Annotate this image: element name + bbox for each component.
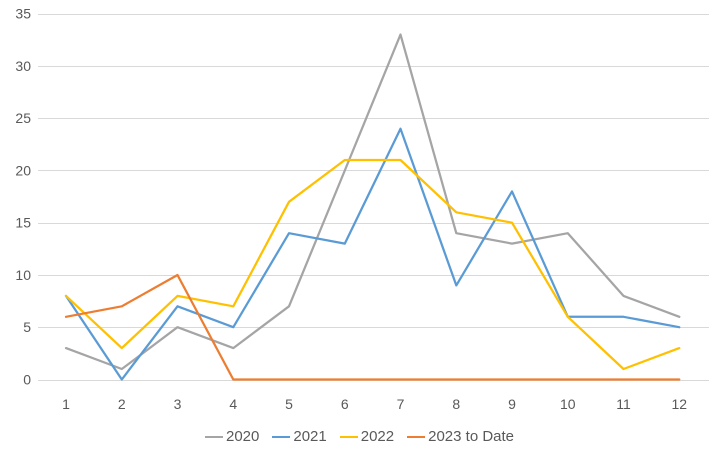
series-line-2021[interactable]: [64, 127, 681, 381]
x-axis-tick-label: 2: [118, 396, 126, 412]
x-axis-tick-label: 6: [341, 396, 349, 412]
y-axis-tick-label: 15: [15, 215, 31, 231]
legend-line-marker-2020: [204, 435, 223, 439]
x-axis-tick-label: 3: [174, 396, 182, 412]
legend-line-marker-2022: [339, 435, 358, 439]
y-axis-tick-label: 0: [23, 372, 31, 388]
x-axis-tick-label: 10: [560, 396, 576, 412]
legend-label-2023: 2023 to Date: [428, 428, 515, 445]
legend-item-2022[interactable]: 2022: [339, 426, 395, 448]
x-axis-tick-label: 7: [397, 396, 405, 412]
legend-item-2020[interactable]: 2020: [204, 426, 260, 448]
x-axis-tick-label: 9: [508, 396, 516, 412]
x-axis-tick-label: 5: [285, 396, 293, 412]
legend-label-2020: 2020: [225, 428, 260, 445]
legend-line-marker-2021: [272, 435, 291, 439]
x-axis-tick-label: 4: [229, 396, 237, 412]
legend-label-2021: 2021: [293, 428, 327, 445]
y-axis-tick-label: 5: [23, 319, 31, 335]
y-axis-tick-label: 30: [15, 58, 31, 74]
series-line-2023-to-date[interactable]: [64, 273, 681, 381]
legend-item-2023[interactable]: 2023 to Date: [407, 426, 514, 448]
series-line-2022[interactable]: [64, 158, 681, 371]
y-axis-tick-label: 35: [15, 6, 31, 22]
x-axis-tick-label: 8: [452, 396, 460, 412]
y-axis-tick-label: 25: [15, 110, 31, 126]
legend-label-2022: 2022: [360, 428, 395, 445]
y-axis-tick-label: 10: [15, 267, 31, 283]
y-axis-tick-label: 20: [15, 162, 31, 178]
legend-item-2021[interactable]: 2021: [272, 426, 327, 448]
legend: 2020 2021 2022 2023 to Date: [0, 426, 719, 448]
x-axis-tick-label: 1: [62, 396, 70, 412]
legend-line-marker-2023: [407, 435, 426, 439]
x-axis-tick-label: 11: [616, 396, 631, 412]
x-axis-tick-label: 12: [671, 396, 687, 412]
series-line-2020[interactable]: [64, 33, 681, 371]
